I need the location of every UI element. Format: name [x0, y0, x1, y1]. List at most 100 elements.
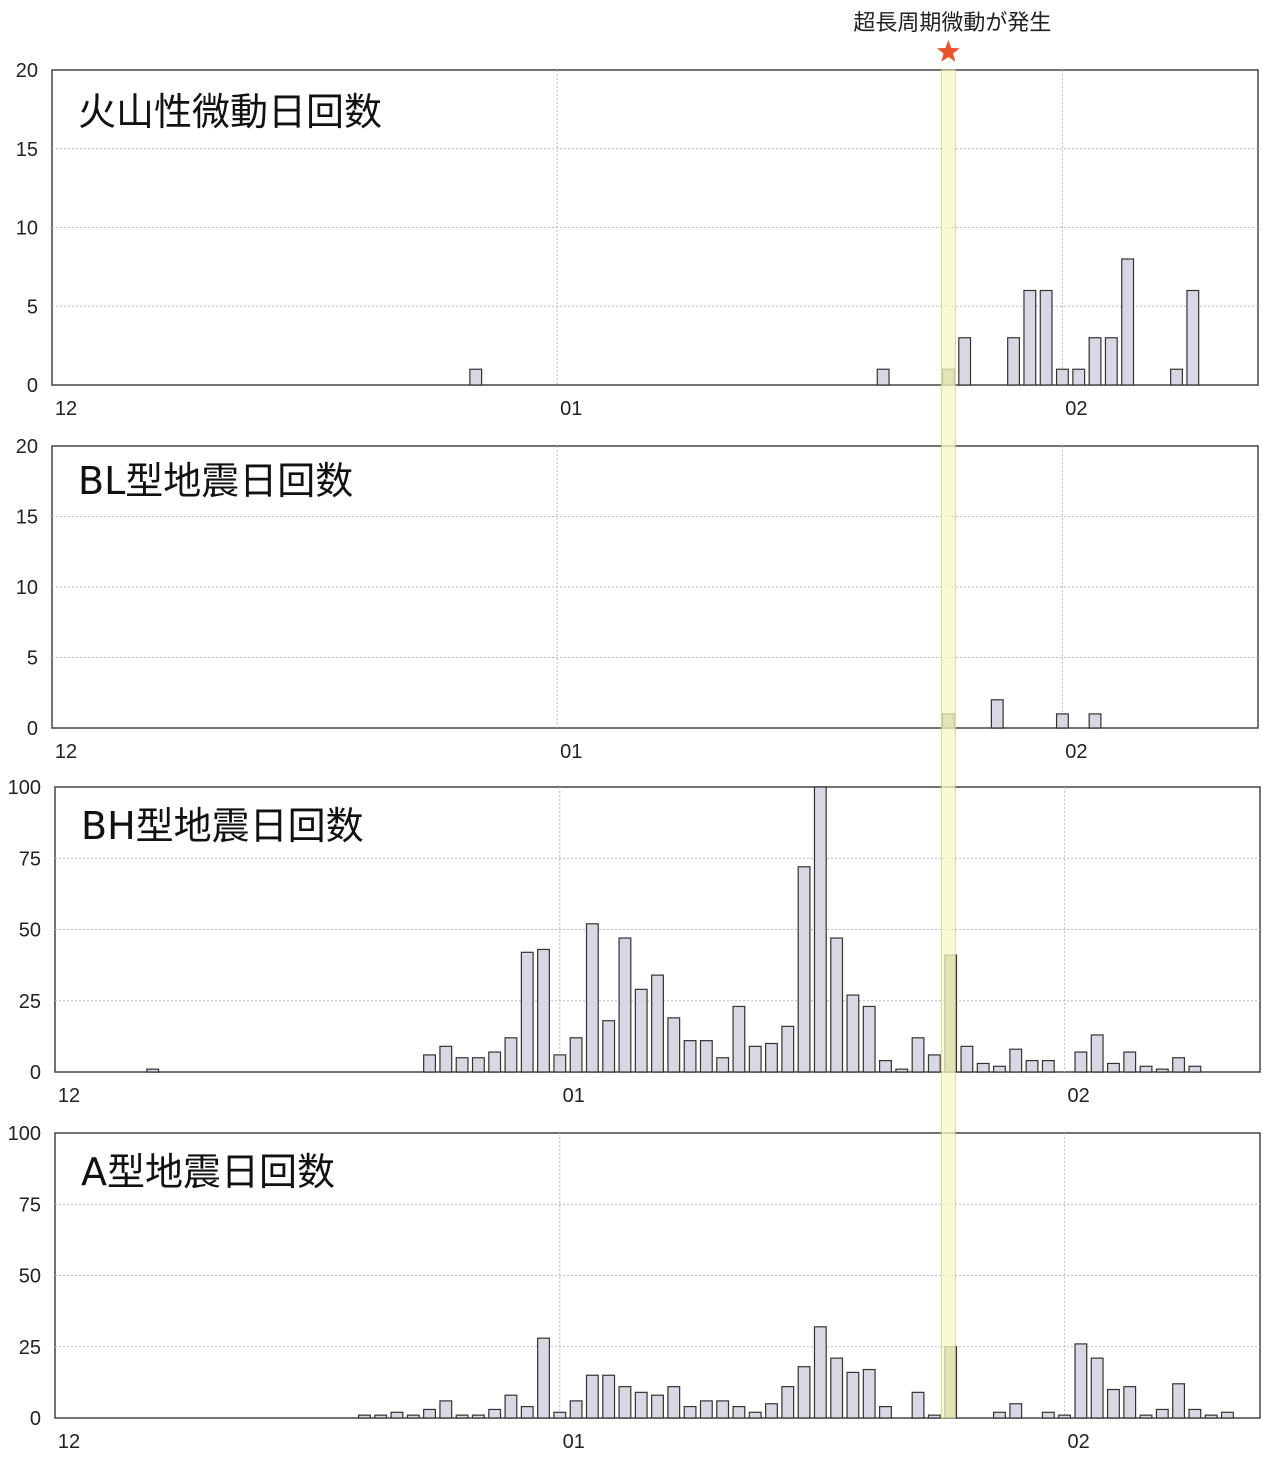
bar	[1090, 1034, 1104, 1073]
bar	[504, 1394, 518, 1419]
bar	[927, 1054, 941, 1073]
bar	[423, 1408, 436, 1419]
y-tick-label: 75	[19, 1194, 41, 1216]
bar	[146, 1068, 160, 1073]
bar	[1055, 713, 1069, 729]
bar	[423, 1054, 436, 1073]
bar	[455, 1414, 469, 1419]
bar	[1041, 1059, 1055, 1073]
bar	[667, 1386, 681, 1419]
bar	[846, 1371, 860, 1419]
x-tick-label: 02	[1067, 1085, 1089, 1107]
y-tick-label: 20	[16, 436, 38, 458]
bar	[488, 1408, 502, 1419]
bar	[765, 1403, 778, 1419]
bar	[1186, 289, 1200, 386]
bar	[976, 1062, 990, 1073]
bar	[781, 1025, 795, 1073]
bar	[1074, 1343, 1088, 1419]
chart-panel-1: 0 5 10 15 20 12 01 02 火山性微動日回数	[16, 60, 1259, 420]
bar	[1172, 1057, 1186, 1073]
bar	[879, 1405, 892, 1419]
bar	[651, 974, 664, 1073]
bar	[862, 1368, 876, 1419]
bar	[618, 1386, 632, 1419]
bar	[1106, 1388, 1120, 1419]
bar	[651, 1394, 664, 1419]
chart-panel-4: 0 25 50 75 100 12 01 02 A型地震日回数	[8, 1123, 1261, 1453]
bar	[602, 1374, 616, 1419]
bar	[992, 1411, 1006, 1419]
bar	[990, 699, 1004, 729]
bar	[732, 1005, 746, 1073]
bar	[537, 948, 550, 1073]
bar	[634, 1391, 648, 1419]
bar	[1074, 1051, 1088, 1073]
y-tick-label: 75	[19, 848, 41, 870]
bar	[1039, 289, 1053, 386]
x-tick-label: 01	[560, 398, 582, 420]
y-tick-label: 5	[27, 648, 38, 670]
bar	[1170, 368, 1183, 386]
x-tick-label: 02	[1067, 1431, 1089, 1453]
bar	[862, 1005, 876, 1073]
y-tick-label: 25	[19, 991, 41, 1013]
x-tick-label: 12	[55, 398, 77, 420]
bar	[683, 1405, 697, 1419]
bar	[357, 1414, 371, 1419]
bar	[1088, 713, 1102, 729]
x-tick-label: 02	[1065, 398, 1087, 420]
bar	[1007, 337, 1021, 386]
y-tick-label: 50	[19, 920, 41, 942]
y-tick-label: 15	[16, 507, 38, 529]
bar	[585, 923, 599, 1073]
bar	[374, 1414, 388, 1419]
bar	[553, 1054, 567, 1073]
panel-title: 火山性微動日回数	[78, 90, 382, 134]
y-tick-label: 0	[30, 1062, 41, 1084]
highlight-layer	[940, 69, 956, 1419]
bar	[618, 937, 632, 1073]
bar	[1123, 1386, 1137, 1419]
bar	[960, 1045, 974, 1073]
bar	[1155, 1408, 1169, 1419]
bar	[699, 1400, 713, 1419]
annotation-label: 超長周期微動が発生	[853, 11, 1051, 36]
bar	[1055, 368, 1069, 386]
y-tick-label: 0	[27, 718, 38, 740]
bar	[1090, 1357, 1104, 1419]
y-tick-label: 10	[16, 218, 38, 240]
bar	[504, 1037, 518, 1073]
bar	[537, 1337, 550, 1419]
panel-title: A型地震日回数	[81, 1150, 335, 1194]
panel-title: BL型地震日回数	[78, 459, 353, 503]
bar	[471, 1414, 485, 1419]
bar	[488, 1051, 502, 1073]
bar	[797, 866, 811, 1073]
chart-panel-3: 0 25 50 75 100 12 01 02 BH型地震日回数	[8, 777, 1261, 1107]
x-tick-label: 12	[58, 1431, 80, 1453]
bar	[1204, 1414, 1218, 1419]
bar	[471, 1057, 485, 1073]
annotation-layer: 超長周期微動が発生	[853, 11, 1051, 62]
bar	[732, 1405, 746, 1419]
y-tick-label: 100	[8, 777, 41, 799]
highlight-band	[940, 69, 956, 1419]
bar	[455, 1057, 469, 1073]
bar	[699, 1040, 713, 1073]
y-tick-label: 0	[27, 375, 38, 397]
bar	[813, 786, 827, 1073]
bar	[1123, 1051, 1137, 1073]
bar	[1058, 1414, 1072, 1419]
bar	[469, 368, 483, 386]
bar	[1025, 1059, 1039, 1073]
bar	[1023, 289, 1037, 386]
bar	[439, 1045, 453, 1073]
y-tick-label: 5	[27, 296, 38, 318]
bar	[830, 937, 844, 1073]
chart-panel-2: 0 5 10 15 20 12 01 02 BL型地震日回数	[16, 436, 1259, 763]
bar	[667, 1017, 681, 1073]
bar	[1009, 1048, 1023, 1073]
x-tick-label: 01	[560, 741, 582, 763]
